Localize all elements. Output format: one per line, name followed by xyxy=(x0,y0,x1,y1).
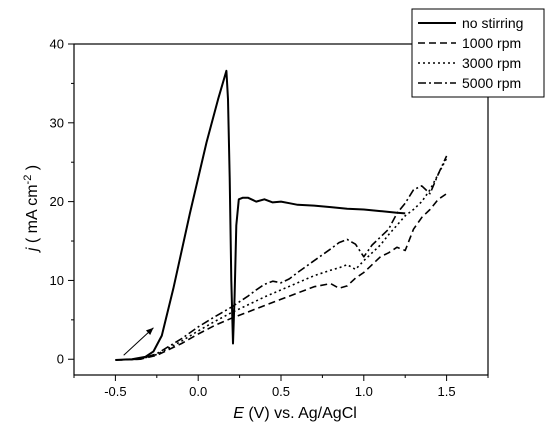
y-tick-label: 30 xyxy=(50,115,64,130)
series-layer xyxy=(115,69,448,361)
legend-label: no stirring xyxy=(462,15,523,31)
y-axis-title-sup: -2 xyxy=(22,175,34,185)
scan-direction-arrowhead xyxy=(145,327,154,336)
y-axis-title-text: ( mA cm xyxy=(24,184,41,247)
x-tick-label: 1.0 xyxy=(355,384,373,399)
series-line-5000-rpm xyxy=(115,155,448,361)
legend-label: 3000 rpm xyxy=(462,55,521,71)
y-axis-title-italic: j xyxy=(24,247,41,253)
legend: no stirring 1000 rpm 3000 rpm 5000 rpm xyxy=(411,8,545,98)
annotation-layer xyxy=(123,327,154,356)
x-tick-label: 0.0 xyxy=(189,384,207,399)
series-line-3000-rpm xyxy=(115,157,448,361)
legend-label: 5000 rpm xyxy=(462,75,521,91)
series-line-no-stirring xyxy=(115,69,406,361)
y-tick-label: 0 xyxy=(57,352,64,367)
y-tick-label: 10 xyxy=(50,273,64,288)
x-tick-label: -0.5 xyxy=(104,384,126,399)
y-tick-label: 40 xyxy=(50,37,64,52)
x-axis-title: E (V) vs. Ag/AgCl xyxy=(233,405,357,422)
x-tick-label: 0.5 xyxy=(272,384,290,399)
y-axis-title: j ( mA cm-2 ) xyxy=(22,165,41,253)
y-axis-title-close: ) xyxy=(24,165,41,175)
series-line-1000-rpm xyxy=(115,193,448,361)
x-axis-title-italic: E xyxy=(233,405,244,422)
y-axis: 0 10 20 30 40 xyxy=(50,37,74,367)
x-axis: -0.5 0.0 0.5 1.0 1.5 xyxy=(73,375,489,399)
y-tick-label: 20 xyxy=(50,194,64,209)
x-axis-title-text: (V) vs. Ag/AgCl xyxy=(244,405,357,422)
legend-label: 1000 rpm xyxy=(462,35,521,51)
x-tick-label: 1.5 xyxy=(438,384,456,399)
